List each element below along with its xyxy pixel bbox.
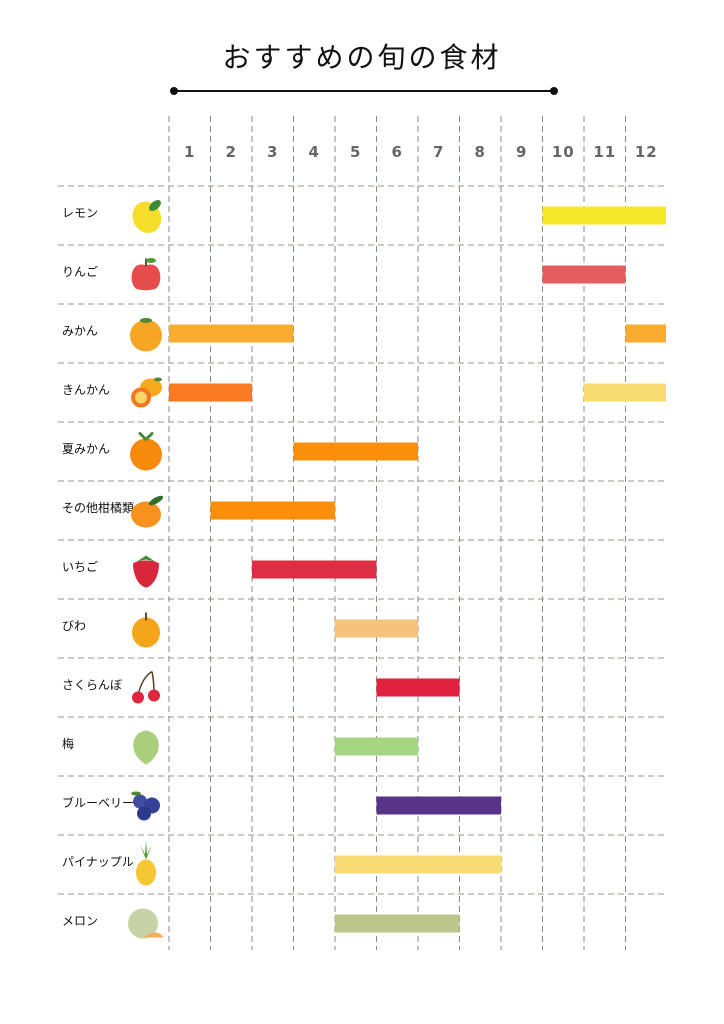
pineapple-icon: [136, 840, 156, 886]
month-tick-label: 11: [593, 143, 616, 161]
row-label: いちご: [62, 559, 98, 574]
month-tick-label: 9: [516, 143, 527, 161]
row-label: その他柑橘類: [62, 500, 134, 515]
kumquat-icon: [131, 377, 162, 408]
mikan-icon: [130, 318, 162, 352]
month-tick-label: 4: [309, 143, 320, 161]
month-tick-label: 6: [392, 143, 403, 161]
season-bar: [335, 855, 501, 874]
month-tick-label: 12: [635, 143, 658, 161]
underline-right-dot: [550, 87, 558, 95]
row-label: きんかん: [62, 383, 110, 397]
lemon-icon: [132, 200, 162, 233]
season-bar: [625, 324, 666, 343]
row-label: ブルーベリー: [62, 795, 134, 810]
season-bar: [169, 383, 252, 402]
title-underline: [170, 87, 558, 95]
season-bar: [293, 442, 418, 461]
season-bar: [169, 324, 294, 343]
month-tick-label: 2: [226, 143, 237, 161]
chart-title: おすすめの旬の食材: [222, 41, 502, 74]
natsumikan-icon: [130, 432, 162, 471]
row-label: さくらんぼ: [62, 678, 122, 692]
season-bar: [335, 619, 418, 638]
cherry-icon: [132, 670, 160, 704]
month-tick-label: 3: [267, 143, 278, 161]
melon-icon: [128, 908, 164, 939]
row-label: 梅: [62, 736, 74, 751]
season-bar: [584, 383, 666, 402]
month-tick-label: 8: [475, 143, 486, 161]
row-label: メロン: [62, 914, 98, 928]
apple-icon: [131, 258, 161, 291]
month-tick-label: 1: [184, 143, 195, 161]
season-bar: [335, 737, 418, 756]
loquat-icon: [132, 612, 160, 648]
row-label: 夏みかん: [62, 442, 110, 456]
month-tick-label: 7: [433, 143, 444, 161]
month-tick-label: 5: [350, 143, 361, 161]
chart-title-wrap: おすすめの旬の食材: [0, 36, 724, 76]
season-bar: [376, 796, 501, 815]
season-bar: [252, 560, 377, 579]
row-label: りんご: [62, 264, 98, 279]
row-label: びわ: [62, 619, 86, 633]
underline-left-dot: [170, 87, 178, 95]
strawberry-icon: [133, 555, 159, 588]
season-bar: [542, 265, 626, 284]
row-label: みかん: [62, 324, 98, 338]
month-tick-label: 10: [552, 143, 575, 161]
blueberry-icon: [131, 791, 160, 821]
season-bar: [210, 501, 335, 520]
season-bar: [542, 206, 666, 225]
ume-icon: [133, 730, 159, 765]
season-bar: [376, 678, 460, 697]
season-bar: [335, 914, 460, 933]
citrus-icon: [131, 495, 164, 528]
row-label: パイナップル: [62, 855, 134, 869]
row-label: レモン: [62, 206, 98, 220]
